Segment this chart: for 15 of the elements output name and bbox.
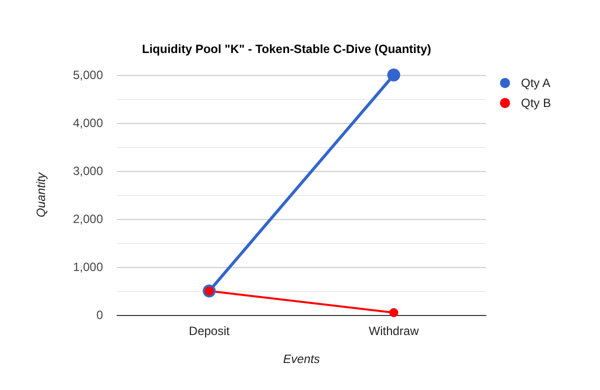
y-tick-label: 4,000 [72,116,104,130]
y-tick-label: 1,000 [72,260,104,274]
legend-label: Qty B [521,96,552,110]
point [389,308,398,318]
legend-label: Qty A [521,76,550,90]
x-axis-title: Events [283,352,320,366]
y-tick-label: 5,000 [72,68,104,82]
y-tick-label: 3,000 [72,164,104,178]
chart-title: Liquidity Pool "K" - Token-Stable C-Dive (Quantity) [142,42,432,56]
y-tick-label: 0 [96,308,104,322]
y-axis-title: Quantity [34,172,48,218]
y-tick-label: 2,000 [72,212,104,226]
x-tick-label: Deposit [188,324,230,338]
point [387,68,400,82]
x-tick-label: Withdraw [368,324,420,338]
